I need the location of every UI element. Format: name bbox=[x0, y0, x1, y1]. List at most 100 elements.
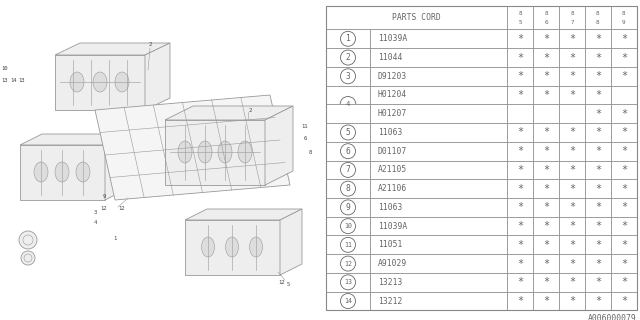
Text: *: * bbox=[621, 34, 627, 44]
Bar bbox=[611, 273, 637, 292]
Text: *: * bbox=[621, 127, 627, 138]
Text: *: * bbox=[569, 184, 575, 194]
Text: 13213: 13213 bbox=[378, 278, 402, 287]
Text: *: * bbox=[595, 109, 601, 119]
Bar bbox=[533, 48, 559, 67]
Bar bbox=[611, 67, 637, 86]
Text: *: * bbox=[569, 277, 575, 287]
Bar bbox=[585, 273, 611, 292]
Bar bbox=[507, 179, 533, 198]
Bar bbox=[533, 104, 559, 123]
Text: 13: 13 bbox=[344, 279, 352, 285]
Bar bbox=[507, 48, 533, 67]
Text: 10: 10 bbox=[2, 66, 8, 70]
Text: *: * bbox=[543, 277, 549, 287]
Text: *: * bbox=[595, 240, 601, 250]
Text: 7: 7 bbox=[346, 165, 351, 174]
Bar bbox=[559, 198, 585, 217]
Bar bbox=[533, 6, 559, 29]
Text: 8: 8 bbox=[346, 184, 351, 193]
Bar bbox=[559, 123, 585, 142]
Polygon shape bbox=[145, 43, 170, 110]
Circle shape bbox=[21, 251, 35, 265]
Text: *: * bbox=[543, 127, 549, 138]
Bar bbox=[611, 86, 637, 104]
Text: *: * bbox=[569, 90, 575, 100]
Text: *: * bbox=[621, 296, 627, 306]
Text: *: * bbox=[569, 146, 575, 156]
Text: 8: 8 bbox=[570, 11, 574, 16]
Text: 5: 5 bbox=[518, 20, 522, 25]
Text: *: * bbox=[621, 277, 627, 287]
Bar bbox=[370, 86, 507, 104]
Ellipse shape bbox=[250, 237, 262, 257]
Bar bbox=[585, 6, 611, 29]
Text: *: * bbox=[543, 165, 549, 175]
Bar bbox=[559, 67, 585, 86]
Bar bbox=[611, 29, 637, 48]
Text: *: * bbox=[517, 146, 524, 156]
Bar bbox=[326, 142, 370, 161]
Bar bbox=[326, 29, 370, 48]
Text: *: * bbox=[543, 184, 549, 194]
Polygon shape bbox=[165, 106, 293, 120]
Ellipse shape bbox=[115, 72, 129, 92]
Bar bbox=[585, 67, 611, 86]
Bar bbox=[585, 142, 611, 161]
Text: 1: 1 bbox=[113, 236, 116, 241]
Text: *: * bbox=[595, 259, 601, 268]
Bar bbox=[326, 86, 370, 104]
Text: *: * bbox=[569, 34, 575, 44]
Text: *: * bbox=[621, 146, 627, 156]
Bar bbox=[326, 179, 370, 198]
Bar bbox=[507, 292, 533, 310]
Bar bbox=[533, 161, 559, 179]
Text: *: * bbox=[517, 184, 524, 194]
Text: 11: 11 bbox=[301, 124, 308, 129]
Ellipse shape bbox=[93, 72, 107, 92]
Ellipse shape bbox=[76, 162, 90, 182]
Polygon shape bbox=[20, 145, 105, 200]
Text: D91203: D91203 bbox=[378, 72, 407, 81]
Text: *: * bbox=[517, 221, 524, 231]
Text: *: * bbox=[595, 296, 601, 306]
Text: *: * bbox=[569, 202, 575, 212]
Bar bbox=[559, 179, 585, 198]
Bar bbox=[559, 254, 585, 273]
Bar bbox=[559, 273, 585, 292]
Text: 14: 14 bbox=[11, 77, 17, 83]
Bar bbox=[559, 29, 585, 48]
Bar bbox=[533, 198, 559, 217]
Text: 12: 12 bbox=[279, 279, 285, 284]
Text: *: * bbox=[517, 71, 524, 81]
Text: 8: 8 bbox=[622, 11, 626, 16]
Text: 3: 3 bbox=[346, 72, 351, 81]
Text: *: * bbox=[595, 146, 601, 156]
Bar bbox=[533, 217, 559, 236]
Bar bbox=[611, 254, 637, 273]
Text: *: * bbox=[595, 277, 601, 287]
Bar bbox=[585, 123, 611, 142]
Text: *: * bbox=[569, 296, 575, 306]
Bar bbox=[585, 29, 611, 48]
Bar bbox=[507, 104, 533, 123]
Text: 1: 1 bbox=[346, 34, 351, 43]
Text: H01207: H01207 bbox=[378, 109, 407, 118]
Text: *: * bbox=[543, 90, 549, 100]
Polygon shape bbox=[265, 106, 293, 185]
Text: 8: 8 bbox=[308, 150, 312, 156]
Text: *: * bbox=[569, 240, 575, 250]
Text: 2: 2 bbox=[346, 53, 351, 62]
Bar bbox=[611, 198, 637, 217]
Text: 7: 7 bbox=[570, 20, 574, 25]
Bar bbox=[370, 161, 507, 179]
Bar bbox=[611, 161, 637, 179]
Text: *: * bbox=[621, 240, 627, 250]
Text: D01107: D01107 bbox=[378, 147, 407, 156]
Bar bbox=[507, 67, 533, 86]
Text: *: * bbox=[595, 71, 601, 81]
Text: *: * bbox=[517, 296, 524, 306]
Bar bbox=[585, 86, 611, 104]
Bar bbox=[559, 104, 585, 123]
Bar bbox=[533, 123, 559, 142]
